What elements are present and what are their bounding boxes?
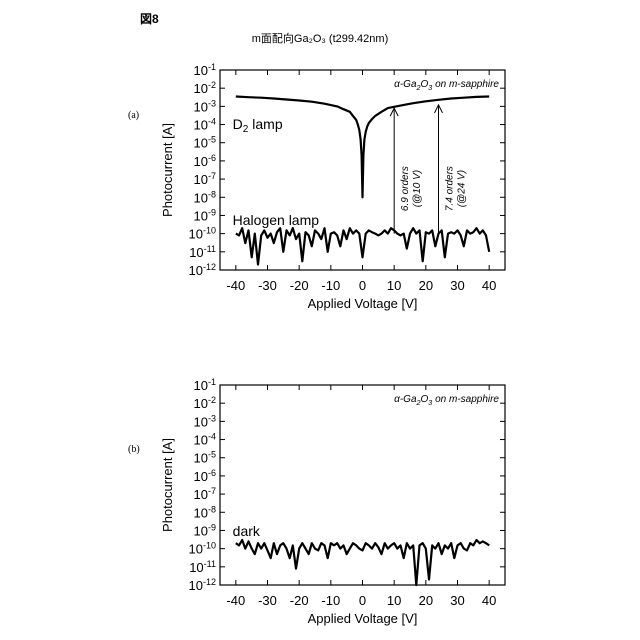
y-tick-label: 10-2: [194, 395, 216, 411]
series-label-dark: dark: [233, 523, 261, 539]
x-tick-label: 10: [387, 593, 401, 608]
series-line-dark: [236, 540, 489, 585]
x-tick-label: 20: [419, 593, 433, 608]
x-tick-label: -10: [321, 593, 340, 608]
x-tick-label: 40: [482, 593, 496, 608]
y-tick-label: 10-9: [194, 522, 216, 538]
y-tick-label: 10-10: [189, 541, 216, 557]
y-tick-label: 10-6: [194, 468, 216, 484]
x-axis-label: Applied Voltage [V]: [308, 611, 418, 626]
y-tick-label: 10-3: [194, 413, 216, 429]
x-tick-label: -30: [258, 593, 277, 608]
y-tick-label: 10-7: [194, 486, 216, 502]
y-axis-label: Photocurrent [A]: [160, 438, 175, 532]
x-tick-label: 0: [359, 593, 366, 608]
x-tick-label: -40: [226, 593, 245, 608]
y-tick-label: 10-4: [194, 432, 216, 448]
x-tick-label: -20: [290, 593, 309, 608]
y-tick-label: 10-11: [189, 559, 216, 575]
y-tick-label: 10-8: [194, 504, 216, 520]
y-tick-label: 10-5: [194, 450, 216, 466]
plot-frame: [220, 385, 505, 585]
x-tick-label: 30: [450, 593, 464, 608]
inset-label: α-Ga2O3 on m-sapphire: [394, 394, 499, 407]
y-tick-label: 10-12: [189, 577, 216, 593]
y-tick-label: 10-1: [194, 377, 216, 393]
